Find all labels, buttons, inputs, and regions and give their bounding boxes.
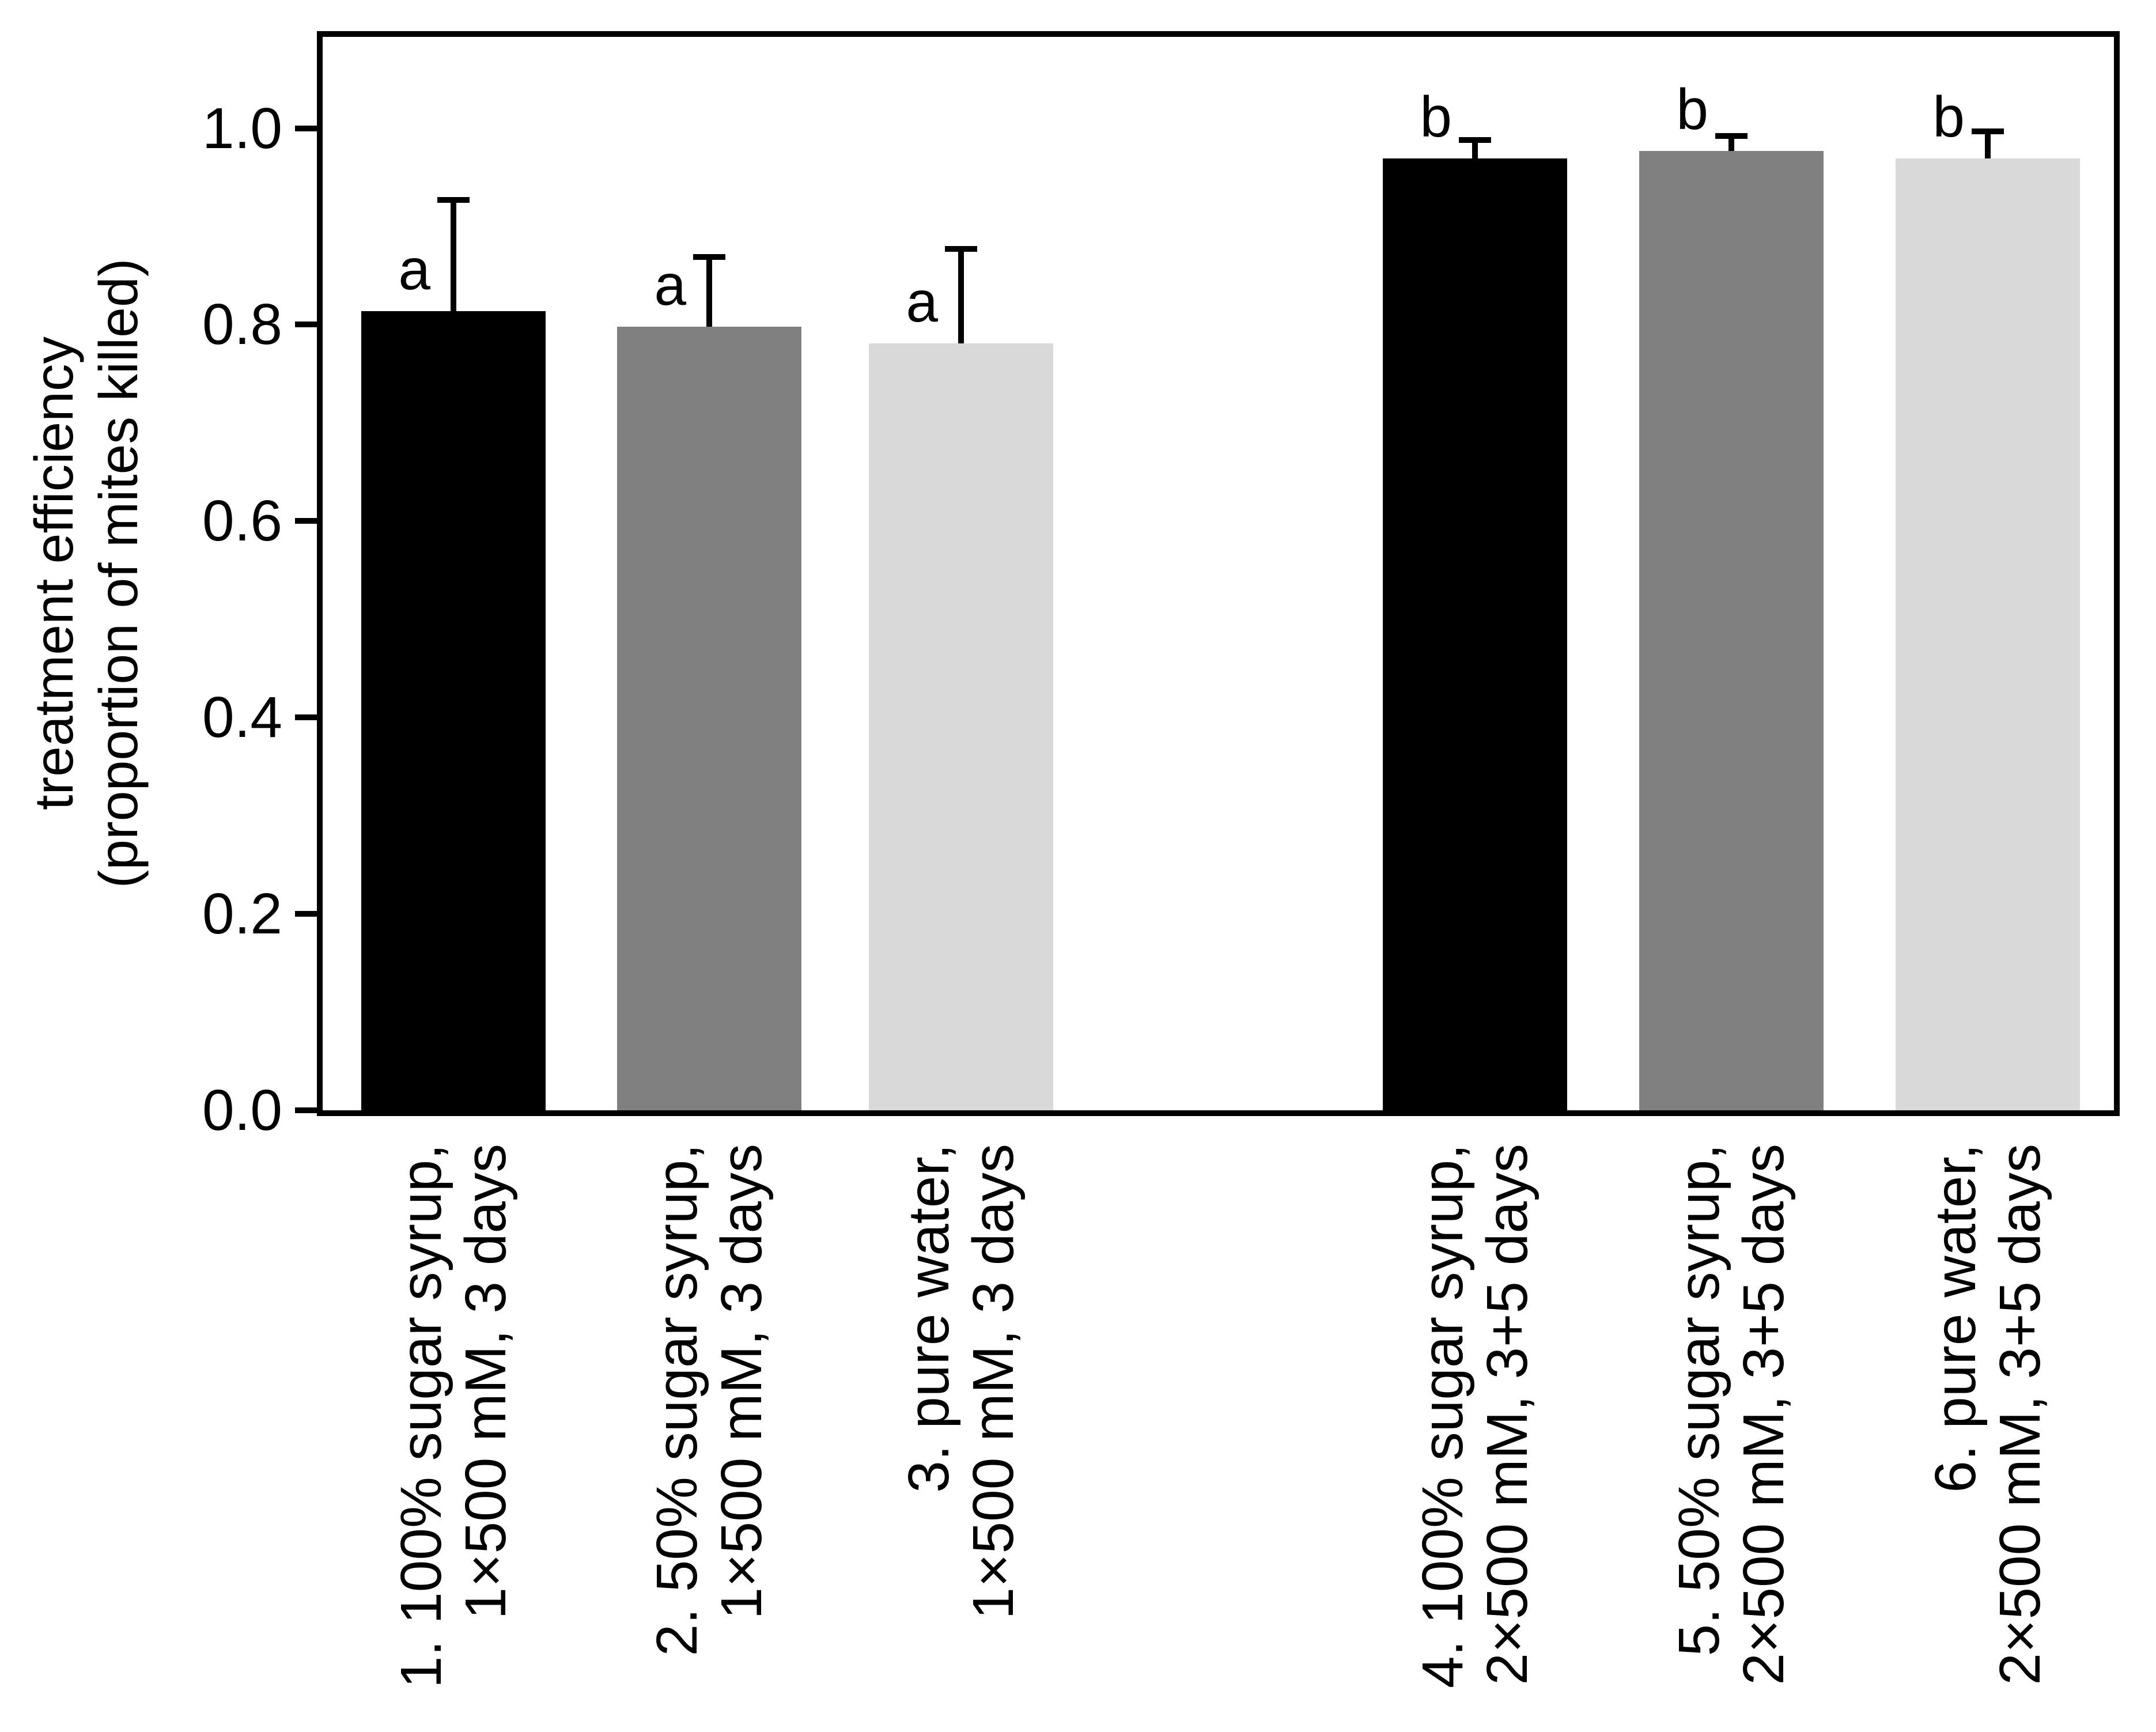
error-bar-cap (1715, 133, 1748, 139)
error-bar-stem (958, 246, 964, 343)
x-tick-label-line1: 2. 50% sugar syrup, (645, 1144, 709, 1657)
x-tick-label: 4. 100% sugar syrup, 2×500 mM, 3+5 days (1410, 1144, 1540, 1732)
bar (1896, 158, 2080, 1110)
y-tick-label: 0.6 (202, 489, 282, 554)
y-tick-mark (295, 322, 317, 328)
x-tick-label-line2: 1×500 mM, 3 days (961, 1144, 1026, 1620)
error-bar-cap (945, 246, 977, 252)
error-bar-cap (1459, 137, 1491, 143)
y-tick-mark (295, 714, 317, 721)
bar (617, 326, 801, 1110)
y-tick-label: 0.2 (202, 882, 282, 947)
significance-letter: b (1932, 85, 1965, 150)
significance-letter: b (1420, 85, 1452, 150)
x-tick-label-line2: 2×500 mM, 3+5 days (1731, 1144, 1796, 1685)
x-tick-label: 2. 50% sugar syrup, 1×500 mM, 3 days (645, 1144, 774, 1732)
y-tick-mark (295, 518, 317, 524)
x-tick-label-line2: 2×500 mM, 3+5 days (1475, 1144, 1540, 1685)
error-bar-stem (1472, 137, 1478, 159)
x-tick-label-line1: 3. pure water, (897, 1144, 961, 1493)
bar (361, 311, 546, 1110)
bar (869, 343, 1053, 1110)
error-bar-cap (693, 254, 725, 260)
error-bar-stem (1985, 128, 1991, 159)
significance-letter: b (1676, 77, 1708, 142)
x-tick-label-line2: 1×500 mM, 3 days (709, 1144, 774, 1620)
error-bar-stem (706, 254, 712, 327)
x-tick-label: 1. 100% sugar syrup, 1×500 mM, 3 days (389, 1144, 518, 1732)
y-tick-mark (295, 125, 317, 131)
significance-letter: a (906, 269, 938, 334)
x-tick-label-line1: 1. 100% sugar syrup, (389, 1144, 453, 1688)
x-tick-label: 6. pure water, 2×500 mM, 3+5 days (1923, 1144, 2052, 1732)
y-axis-title-line2: (proportion of mites killed) (88, 258, 149, 888)
x-tick-label-line2: 1×500 mM, 3 days (453, 1144, 518, 1620)
plot-area: 0.0 0.2 0.4 0.6 0.8 1.0 a a a b b b (202, 31, 2120, 1139)
y-axis-title-line1: treatment efficiency (24, 336, 85, 810)
x-tick-label: 3. pure water, 1×500 mM, 3 days (897, 1144, 1026, 1732)
x-tick-label: 5. 50% sugar syrup, 2×500 mM, 3+5 days (1667, 1144, 1796, 1732)
significance-letter: a (654, 252, 686, 317)
significance-letter: a (398, 237, 430, 302)
y-axis-title: treatment efficiency (proportion of mite… (22, 0, 151, 1207)
y-tick-mark (295, 1107, 317, 1113)
bar (1639, 150, 1824, 1110)
x-tick-label-line2: 2×500 mM, 3+5 days (1988, 1144, 2052, 1685)
error-bar-stem (451, 196, 456, 311)
y-tick-label: 0.0 (202, 1078, 282, 1143)
x-tick-label-line1: 6. pure water, (1923, 1144, 1988, 1493)
x-tick-label-line1: 4. 100% sugar syrup, (1410, 1144, 1475, 1688)
error-bar-cap (1972, 128, 2004, 134)
y-tick-label: 0.4 (202, 685, 282, 750)
error-bar-cap (437, 196, 470, 203)
y-tick-label: 1.0 (202, 96, 282, 161)
y-tick-mark (295, 911, 317, 917)
x-tick-label-line1: 5. 50% sugar syrup, (1667, 1144, 1731, 1657)
error-bar-stem (1728, 133, 1734, 151)
bar (1383, 158, 1567, 1110)
y-tick-label: 0.8 (202, 292, 282, 357)
